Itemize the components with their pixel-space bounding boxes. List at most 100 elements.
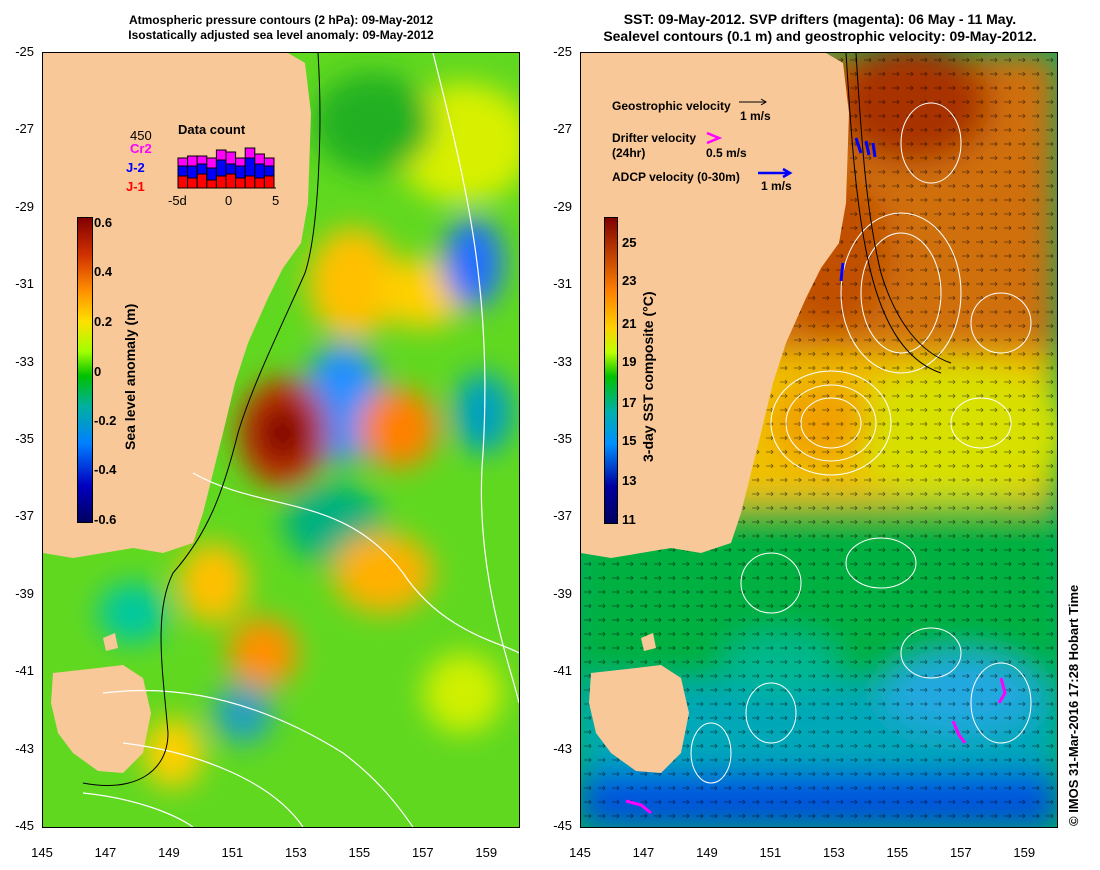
histogram-bar-segment — [235, 177, 246, 189]
y-tick-label: -41 — [15, 663, 34, 679]
right-title-line1: SST: 09-May-2012. SVP drifters (magenta)… — [623, 11, 1017, 27]
pressure-contour — [432, 53, 519, 704]
histogram-bar-segment — [263, 157, 275, 167]
tasmania — [589, 665, 689, 773]
flinders-island — [641, 633, 656, 651]
copyright-notice: © IMOS 31-Mar-2016 17:28 Hobart Time — [1066, 584, 1081, 826]
sla-cbar-tick: 0 — [94, 364, 102, 379]
sla-blob — [228, 618, 298, 688]
data-count-series-j1: J-1 — [126, 179, 145, 194]
sst-cbar-tick: 25 — [622, 235, 637, 250]
histogram-bar-segment — [196, 173, 208, 189]
y-tick-label: -27 — [553, 121, 572, 137]
tasmania — [51, 665, 151, 773]
bathymetry-contour — [82, 53, 321, 787]
sla-blob — [423, 653, 503, 733]
y-tick-label: -33 — [15, 353, 34, 369]
histogram-bar-segment — [225, 163, 237, 175]
sealevel-contour — [970, 662, 1032, 744]
sla-blob — [443, 218, 503, 308]
sla-cbar-tick: -0.4 — [94, 462, 117, 477]
histogram-bar-segment — [177, 175, 189, 189]
sla-cbar-tick: -0.6 — [94, 512, 117, 527]
y-tick-label: -43 — [15, 740, 34, 756]
histogram-bar-segment — [215, 149, 227, 161]
sla-blob — [313, 73, 433, 173]
sla-blob — [308, 228, 398, 338]
geo-velocity-label: Geostrophic velocity — [612, 99, 731, 113]
y-tick-label: -37 — [553, 508, 572, 524]
sealevel-contour — [860, 232, 942, 354]
sst-cbar-tick: 23 — [622, 273, 637, 288]
sla-cbar-tick: -0.2 — [94, 413, 117, 428]
histogram-bar-segment — [244, 175, 256, 189]
histogram-bar-segment — [206, 179, 217, 189]
histogram-bar-segment — [187, 155, 198, 167]
histogram-bar-segment — [215, 175, 227, 189]
x-tick-label: 157 — [949, 845, 972, 860]
data-count-title: Data count — [178, 122, 246, 137]
adcp-scale-arrow — [758, 167, 793, 179]
histogram-bar-segment — [244, 157, 256, 177]
x-tick-label: 157 — [411, 845, 434, 860]
histogram-bar-segment — [235, 165, 246, 179]
histogram-bar-segment — [215, 159, 227, 177]
y-tick-label: -33 — [553, 353, 572, 369]
sealevel-contour — [970, 292, 1032, 354]
drifter-scale-arrow — [706, 131, 723, 145]
histogram-bar-segment — [254, 163, 265, 179]
y-tick-label: -39 — [15, 585, 34, 601]
x-tick-label: 151 — [759, 845, 782, 860]
x-tick-label: 149 — [696, 845, 718, 860]
sst-cbar-tick: 21 — [622, 316, 637, 331]
histogram-bar-segment — [244, 147, 256, 159]
sealevel-contour — [840, 212, 962, 374]
y-tick-label: -27 — [15, 121, 34, 137]
sealevel-contour — [740, 552, 802, 614]
sla-blob — [258, 403, 308, 463]
data-count-xtick: 5 — [272, 193, 280, 208]
histogram-bar-segment — [196, 155, 208, 165]
y-tick-label: -35 — [15, 431, 34, 446]
sst-map — [580, 52, 1058, 828]
data-count-xtick: 0 — [225, 193, 233, 208]
sst-cbar-tick: 11 — [622, 512, 636, 527]
data-count-xtick: -5d — [168, 193, 187, 208]
sst-cbar-tick: 17 — [622, 395, 637, 410]
eac-streamline — [845, 53, 942, 374]
flinders-island — [103, 633, 118, 651]
y-tick-label: -45 — [553, 818, 572, 833]
y-tick-label: -35 — [553, 431, 572, 446]
sla-blob — [453, 373, 513, 453]
sla-map — [42, 52, 520, 828]
histogram-bar-segment — [254, 153, 265, 165]
pressure-contour — [122, 742, 304, 827]
sst-cbar-tick: 19 — [622, 354, 637, 369]
y-tick-label: -25 — [15, 44, 34, 59]
adcp-track — [839, 262, 845, 282]
sla-colorbar-label: Sea level anomaly (m) — [122, 303, 138, 450]
eac-streamline — [855, 53, 952, 364]
sla-blob — [178, 543, 248, 623]
x-tick-label: 151 — [221, 845, 244, 860]
sla-cbar-tick: 0.2 — [94, 314, 113, 329]
histogram-bar-segment — [206, 157, 217, 169]
x-tick-label: 153 — [823, 845, 845, 860]
histogram-bar-segment — [263, 165, 275, 177]
geo-velocity-scale-arrow — [739, 98, 767, 106]
sla-colorbar — [77, 217, 93, 523]
sealevel-contour — [845, 537, 917, 589]
histogram-bar-segment — [206, 167, 217, 181]
sealevel-contour — [770, 370, 892, 476]
drifter-velocity-scale: 0.5 m/s — [706, 146, 747, 160]
sst-cbar-tick: 15 — [622, 433, 637, 448]
histogram-bar-segment — [196, 163, 208, 175]
sst-colorbar — [604, 217, 618, 524]
x-tick-label: 147 — [632, 845, 655, 860]
x-tick-label: 153 — [285, 845, 307, 860]
x-tick-label: 159 — [1013, 845, 1036, 860]
sealevel-contour — [690, 722, 732, 784]
y-tick-label: -41 — [553, 663, 572, 679]
sla-blob — [98, 583, 168, 643]
sla-blob — [358, 388, 438, 468]
